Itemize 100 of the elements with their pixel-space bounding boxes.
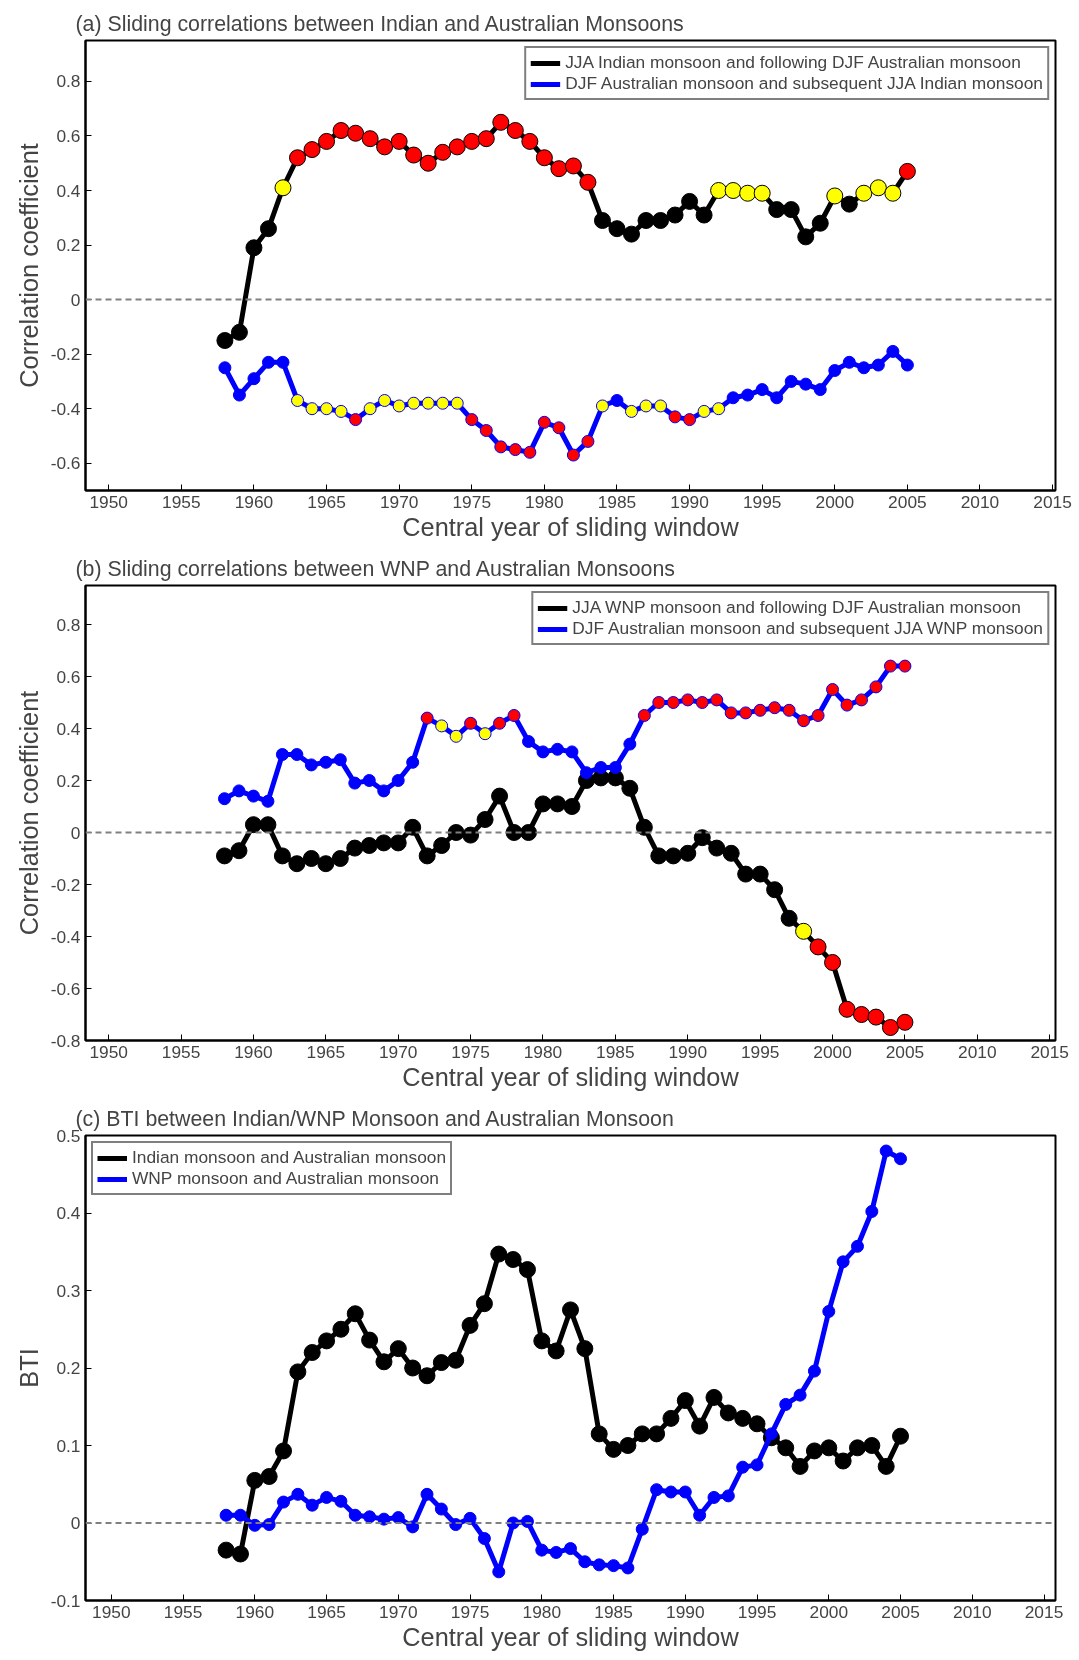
x-tick-label: 1950 (89, 491, 129, 512)
point (332, 1320, 350, 1338)
point (622, 225, 640, 243)
point (463, 132, 481, 150)
point (608, 220, 626, 238)
point (318, 1332, 336, 1350)
point (291, 1487, 305, 1501)
point (260, 1468, 278, 1485)
x-tick-label: 1955 (161, 1041, 201, 1062)
point (434, 1502, 448, 1516)
point (377, 784, 391, 798)
point (621, 1561, 635, 1575)
point (693, 1508, 707, 1522)
x-tick-label: 2000 (809, 1601, 849, 1622)
point (273, 847, 291, 865)
point (535, 1543, 549, 1557)
point (564, 1542, 577, 1556)
point (244, 816, 262, 834)
point (753, 703, 767, 717)
y-tick-label: 0.1 (56, 1435, 81, 1456)
point (447, 1351, 465, 1369)
point (550, 742, 564, 756)
point (232, 388, 246, 402)
point (726, 391, 740, 405)
y-tick-label: -0.4 (50, 926, 81, 947)
point (450, 396, 464, 410)
point (320, 402, 334, 416)
point (605, 1440, 623, 1458)
point (734, 1409, 752, 1427)
point (461, 1316, 479, 1334)
point (681, 192, 699, 210)
x-tick-label: 1970 (379, 1601, 418, 1622)
point (791, 1457, 809, 1475)
point (855, 184, 873, 202)
y-tick-label: 0.8 (56, 71, 81, 92)
point (507, 709, 521, 722)
point (807, 1364, 821, 1378)
point (594, 761, 608, 774)
point (842, 355, 856, 369)
point (320, 1490, 334, 1504)
y-tick-label: 0.2 (56, 770, 81, 791)
point (719, 1404, 737, 1422)
point (607, 1559, 621, 1573)
point (361, 130, 379, 148)
point (290, 748, 304, 761)
point (448, 138, 466, 156)
point (637, 709, 651, 722)
point (406, 755, 420, 769)
x-tick-label: 1975 (451, 1041, 490, 1062)
point (850, 1239, 864, 1253)
point (346, 839, 364, 857)
point (230, 842, 248, 860)
point (780, 909, 798, 927)
point (550, 160, 568, 178)
point (693, 829, 711, 847)
point (492, 113, 510, 131)
point (593, 212, 611, 229)
point (710, 182, 728, 199)
point (477, 1532, 491, 1545)
point (462, 826, 480, 844)
point (435, 719, 449, 733)
point (635, 818, 653, 836)
point (707, 1490, 721, 1504)
point (739, 184, 757, 202)
point (331, 850, 349, 867)
point (639, 399, 653, 413)
point (722, 844, 740, 862)
point (362, 774, 376, 787)
x-tick-label: 1995 (737, 1601, 777, 1622)
point (865, 1204, 879, 1218)
point (418, 847, 436, 865)
point (419, 154, 437, 172)
point (595, 399, 609, 413)
point (834, 1452, 852, 1470)
x-tick-label: 1960 (234, 491, 274, 512)
point (491, 787, 509, 805)
point (215, 847, 233, 865)
point (348, 776, 362, 790)
x-axis-title: Central year of sliding window (402, 1062, 740, 1091)
point (898, 659, 912, 673)
x-tick-label: 1950 (89, 1041, 128, 1062)
point (231, 1545, 249, 1563)
point (840, 195, 858, 213)
point (898, 162, 916, 180)
x-tick-label: 2015 (1024, 1601, 1064, 1622)
point (276, 355, 290, 369)
point (900, 358, 914, 372)
point (755, 383, 769, 397)
point (405, 146, 423, 164)
y-tick-label: 0.4 (56, 1203, 81, 1223)
point (721, 1489, 735, 1503)
point (277, 1495, 291, 1509)
y-tick-label: -0.2 (50, 344, 81, 365)
point (741, 388, 755, 402)
point (652, 696, 666, 709)
point (436, 396, 450, 410)
point (621, 779, 639, 797)
point (259, 816, 277, 834)
point (378, 394, 392, 407)
point (288, 855, 306, 873)
